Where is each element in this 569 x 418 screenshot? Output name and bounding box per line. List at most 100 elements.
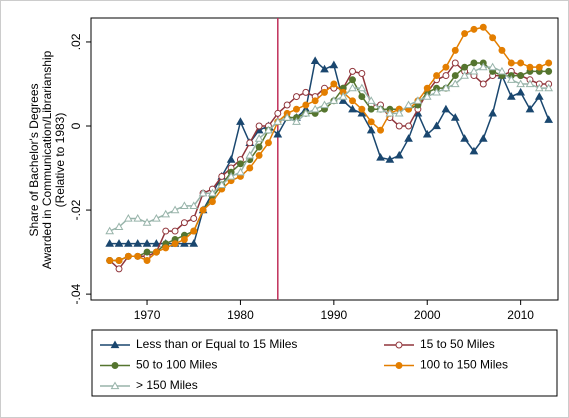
marker (488, 108, 497, 117)
marker (190, 214, 198, 222)
marker (170, 205, 180, 214)
y-tick-label: 0 (69, 122, 83, 129)
marker (208, 198, 216, 206)
marker (321, 88, 328, 96)
marker (349, 76, 356, 84)
marker (162, 227, 170, 235)
marker (348, 104, 357, 113)
marker (385, 155, 395, 163)
marker (292, 117, 301, 125)
marker (450, 113, 460, 121)
marker (189, 201, 199, 209)
marker (460, 71, 469, 79)
marker (366, 125, 376, 134)
marker (469, 146, 479, 155)
marker (180, 201, 189, 209)
marker (516, 87, 526, 96)
marker (442, 63, 450, 71)
marker (293, 93, 300, 101)
marker (422, 92, 432, 100)
marker (283, 101, 291, 109)
marker (478, 134, 488, 142)
marker (517, 72, 525, 80)
marker (310, 56, 320, 64)
plot-area (90, 17, 559, 301)
marker (507, 59, 515, 67)
marker (189, 239, 199, 247)
marker (349, 97, 356, 105)
marker (236, 117, 245, 125)
marker (404, 100, 413, 109)
legend-label: > 150 Miles (136, 378, 198, 392)
marker (133, 213, 143, 222)
marker (442, 72, 450, 80)
marker (338, 92, 348, 100)
marker (180, 219, 188, 227)
marker (264, 125, 273, 134)
marker (451, 46, 459, 54)
marker (142, 239, 152, 247)
marker (545, 59, 553, 67)
marker (516, 79, 526, 88)
marker (338, 96, 348, 104)
marker (162, 244, 170, 252)
marker (143, 248, 151, 256)
marker (470, 25, 478, 33)
marker (329, 60, 339, 69)
marker (255, 122, 263, 130)
marker (110, 340, 120, 349)
marker (208, 188, 217, 197)
legend-label: 50 to 100 Miles (136, 358, 217, 372)
marker (413, 96, 423, 104)
marker (395, 122, 403, 130)
y-tick-label: .02 (69, 33, 83, 50)
marker (358, 105, 366, 113)
marker (114, 239, 124, 247)
y-axis-title: Share of Bachelor's Degrees Awarded in C… (27, 50, 67, 269)
marker (310, 104, 320, 113)
marker (115, 257, 123, 264)
marker (469, 66, 479, 75)
marker (489, 34, 497, 42)
legend-box (91, 329, 558, 397)
marker (180, 239, 189, 247)
marker (254, 134, 264, 142)
marker (111, 362, 119, 369)
marker (441, 83, 451, 92)
marker (544, 83, 554, 92)
marker (441, 104, 451, 113)
marker (171, 227, 179, 235)
marker (199, 206, 207, 214)
marker (142, 218, 152, 226)
marker (302, 101, 310, 109)
marker (282, 113, 292, 121)
marker (545, 67, 553, 75)
marker (190, 227, 198, 235)
marker (534, 92, 544, 100)
marker (143, 257, 151, 264)
marker (498, 46, 506, 54)
marker (330, 80, 338, 88)
marker (470, 59, 478, 67)
marker (525, 104, 535, 113)
marker (506, 92, 516, 100)
marker (497, 66, 507, 75)
marker (357, 108, 367, 117)
marker (405, 122, 413, 130)
y-tick-label: -.04 (69, 283, 83, 304)
marker (357, 83, 367, 92)
marker (320, 64, 329, 73)
marker (506, 75, 516, 83)
y-label-line: Awarded in Communication/Librarianship (40, 50, 54, 269)
marker (535, 63, 543, 71)
marker (376, 153, 385, 161)
marker (450, 79, 460, 88)
marker (320, 100, 329, 109)
marker (377, 126, 385, 134)
marker (329, 96, 339, 104)
y-label-line: (Relative to 1983) (53, 113, 67, 208)
marker (124, 252, 132, 260)
marker (246, 139, 254, 147)
marker (367, 118, 375, 126)
